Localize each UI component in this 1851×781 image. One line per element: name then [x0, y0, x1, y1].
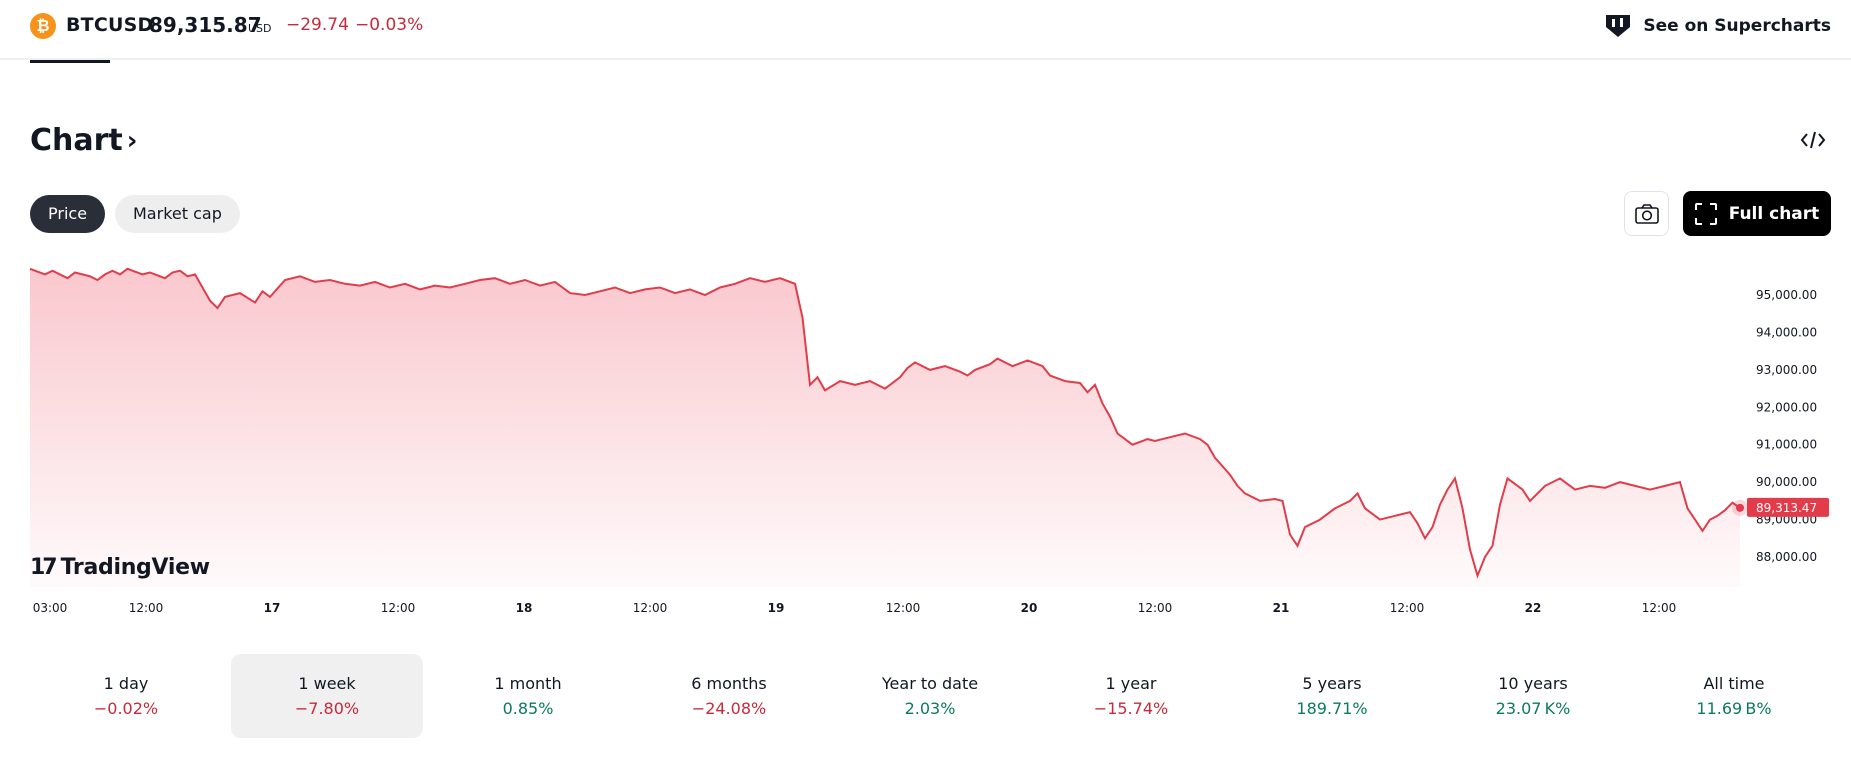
price-area-fill: [30, 268, 1740, 587]
x-axis-tick-label: 19: [768, 601, 785, 615]
period-5-years[interactable]: 5 years 189.71%: [1236, 654, 1428, 738]
price-change-percent: −0.03%: [355, 15, 424, 35]
period-label: 6 months: [691, 674, 767, 693]
x-axis-tick-label: 12:00: [129, 601, 164, 615]
tab-price[interactable]: Price: [30, 195, 106, 233]
last-price: 89,315.87: [149, 13, 262, 37]
period-change-value: −7.80%: [294, 699, 360, 718]
y-axis-tick-label: 92,000.00: [1756, 400, 1817, 414]
period-label: 10 years: [1498, 674, 1568, 693]
bitcoin-icon: ₿: [30, 13, 56, 39]
period-label: 5 years: [1302, 674, 1362, 693]
price-chart-svg[interactable]: 95,000.00 94,000.00 93,000.00 92,000.00 91,0…: [0, 255, 1851, 620]
period-label: 1 year: [1105, 674, 1157, 693]
y-axis-tick-label: 88,000.00: [1756, 550, 1817, 564]
x-axis-tick-label: 20: [1021, 601, 1038, 615]
period-label: 1 week: [298, 674, 356, 693]
period-label: 1 day: [103, 674, 149, 693]
x-axis-tick-label: 12:00: [886, 601, 921, 615]
period-change-value: −0.02%: [93, 699, 159, 718]
y-axis-tick-label: 94,000.00: [1756, 325, 1817, 339]
period-1-day[interactable]: 1 day −0.02%: [30, 654, 222, 738]
x-axis-tick-label: 21: [1273, 601, 1290, 615]
x-axis-tick-label: 03:00: [33, 601, 68, 615]
see-on-supercharts-link[interactable]: See on Supercharts: [1603, 13, 1831, 39]
snapshot-button[interactable]: [1624, 191, 1669, 236]
price-change-absolute: −29.74: [286, 15, 349, 35]
price-chart[interactable]: 95,000.00 94,000.00 93,000.00 92,000.00 91,0…: [0, 255, 1851, 620]
period-label: All time: [1703, 674, 1765, 693]
chart-section-title[interactable]: Chart ›: [30, 123, 137, 158]
x-axis-tick-label: 12:00: [633, 601, 668, 615]
period-1-week[interactable]: 1 week −7.80%: [231, 654, 423, 738]
period-1-month[interactable]: 1 month 0.85%: [432, 654, 624, 738]
period-change-value: 11.69 B%: [1696, 699, 1772, 718]
chart-title-text: Chart: [30, 123, 123, 158]
full-chart-label: Full chart: [1728, 203, 1820, 224]
period-change-value: −24.08%: [691, 699, 767, 718]
x-axis-tick-label: 12:00: [1138, 601, 1173, 615]
last-price-badge-label: 89,313.47: [1756, 501, 1817, 515]
fullscreen-icon: [1694, 202, 1717, 225]
camera-icon: [1634, 203, 1659, 224]
y-axis-tick-label: 95,000.00: [1756, 288, 1817, 302]
last-price-halo: [1732, 499, 1748, 516]
period-change-value: 23.07 K%: [1495, 699, 1571, 718]
x-axis-tick-label: 17: [264, 601, 281, 615]
period-6-months[interactable]: 6 months −24.08%: [633, 654, 825, 738]
x-axis-tick-label: 22: [1525, 601, 1542, 615]
period-all-time[interactable]: All time 11.69 B%: [1638, 654, 1830, 738]
y-axis-tick-label: 90,000.00: [1756, 475, 1817, 489]
period-10-years[interactable]: 10 years 23.07 K%: [1437, 654, 1629, 738]
tradingview-wordmark: TradingView: [60, 555, 210, 580]
x-axis-tick-label: 12:00: [381, 601, 416, 615]
price-line: [29, 267, 1741, 579]
y-axis-tick-label: 93,000.00: [1756, 363, 1817, 377]
period-change-value: 189.71%: [1296, 699, 1368, 718]
last-price-badge: [1747, 497, 1829, 517]
y-axis-tick-label: 91,000.00: [1756, 438, 1817, 452]
full-chart-button[interactable]: Full chart: [1683, 191, 1831, 236]
period-label: 1 month: [494, 674, 562, 693]
period-selector: 1 day −0.02% 1 week −7.80% 1 month 0.85% 6 mon…: [30, 654, 1830, 738]
x-axis-tick-label: 12:00: [1390, 601, 1425, 615]
period-change-value: 2.03%: [904, 699, 956, 718]
supercharts-icon: [1606, 15, 1631, 37]
period-1-year[interactable]: 1 year −15.74%: [1035, 654, 1227, 738]
period-change-value: 0.85%: [502, 699, 554, 718]
tradingview-logo[interactable]: 17 TradingView: [30, 555, 210, 580]
period-year-to-date[interactable]: Year to date 2.03%: [834, 654, 1026, 738]
supercharts-label: See on Supercharts: [1643, 16, 1831, 36]
period-change-value: −15.74%: [1093, 699, 1169, 718]
last-price-dot: [1736, 503, 1744, 512]
period-label: Year to date: [881, 674, 979, 693]
x-axis-tick-label: 18: [516, 601, 533, 615]
active-tab-underline: [30, 60, 110, 63]
x-axis-tick-label: 12:00: [1642, 601, 1677, 615]
tradingview-mark-icon: 17: [30, 555, 58, 580]
embed-code-icon[interactable]: [1799, 128, 1827, 152]
symbol-header: ₿ BTCUSD 89,315.87 USD −29.74 −0.03% See…: [0, 0, 1851, 63]
tab-market-cap[interactable]: Market cap: [115, 195, 240, 233]
symbol-name: BTCUSD: [66, 14, 154, 36]
currency-label: USD: [248, 22, 272, 35]
chevron-right-icon: ›: [126, 125, 138, 156]
